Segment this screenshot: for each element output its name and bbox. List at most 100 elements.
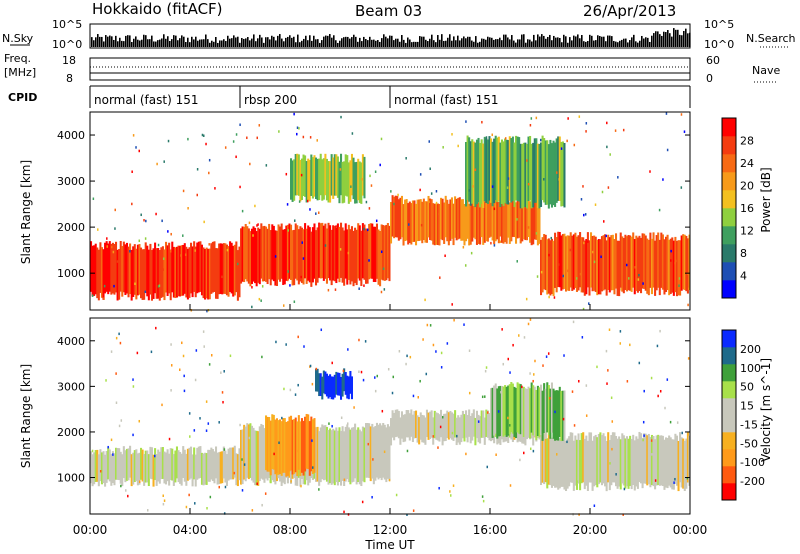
y-tick-label: 3000 bbox=[57, 175, 85, 188]
nsky-bar bbox=[411, 42, 413, 47]
heatmap-cell bbox=[210, 243, 213, 294]
heatmap-cell bbox=[575, 439, 578, 490]
heatmap-cell bbox=[143, 249, 146, 300]
heatmap-cell bbox=[305, 228, 308, 284]
nsky-bar bbox=[377, 40, 379, 47]
heatmap-speckle bbox=[194, 378, 197, 382]
nsky-bar bbox=[409, 39, 411, 47]
heatmap-speckle bbox=[435, 201, 438, 205]
nsky-bar bbox=[295, 42, 297, 47]
heatmap-cell bbox=[558, 386, 561, 437]
nsky-bar bbox=[135, 36, 137, 47]
nsky-bar bbox=[359, 37, 361, 47]
heatmap-speckle bbox=[110, 438, 113, 442]
heatmap-cell bbox=[213, 451, 216, 484]
heatmap-cell bbox=[622, 237, 625, 294]
heatmap-cell bbox=[160, 247, 163, 298]
heatmap-speckle bbox=[481, 120, 483, 124]
heatmap-speckle bbox=[419, 173, 422, 176]
heatmap-speckle bbox=[222, 400, 224, 404]
heatmap-cell bbox=[555, 138, 558, 203]
heatmap-cell bbox=[229, 447, 232, 480]
heatmap-cell bbox=[221, 243, 224, 295]
heatmap-cell bbox=[99, 242, 102, 293]
heatmap-speckle bbox=[428, 200, 430, 203]
heatmap-cell bbox=[211, 449, 214, 481]
heatmap-cell bbox=[386, 223, 389, 279]
heatmap-cell bbox=[474, 197, 477, 240]
heatmap-cell bbox=[550, 238, 553, 295]
heatmap-speckle bbox=[444, 254, 446, 258]
heatmap-cell bbox=[174, 450, 177, 483]
heatmap-speckle bbox=[669, 420, 672, 424]
heatmap-speckle bbox=[196, 193, 198, 197]
heatmap-speckle bbox=[351, 132, 354, 135]
heatmap-cell bbox=[555, 437, 558, 488]
colorbar-frame bbox=[721, 329, 737, 501]
heatmap-speckle bbox=[573, 143, 576, 147]
heatmap-speckle bbox=[659, 389, 662, 393]
heatmap-speckle bbox=[470, 251, 473, 255]
heatmap-cell bbox=[500, 385, 503, 437]
heatmap-speckle bbox=[397, 193, 399, 197]
nsky-bar bbox=[141, 39, 143, 47]
heatmap-cell bbox=[132, 452, 135, 485]
heatmap-speckle bbox=[162, 494, 164, 497]
nsky-bar bbox=[513, 40, 515, 47]
heatmap-cell bbox=[532, 385, 535, 436]
y-tick-label: 4000 bbox=[57, 335, 85, 348]
heatmap-cell bbox=[525, 198, 528, 241]
heatmap-cell bbox=[230, 242, 233, 294]
heatmap-cell bbox=[519, 201, 522, 244]
heatmap-speckle bbox=[518, 334, 520, 337]
nsky-bar bbox=[255, 41, 257, 47]
heatmap-speckle bbox=[157, 285, 160, 288]
heatmap-cell bbox=[315, 230, 318, 286]
heatmap-speckle bbox=[502, 362, 505, 366]
heatmap-speckle bbox=[472, 185, 474, 188]
nsky-bar bbox=[313, 35, 315, 47]
nsky-bar bbox=[663, 31, 665, 47]
heatmap-cell bbox=[330, 154, 333, 196]
nsky-bar bbox=[153, 41, 155, 47]
heatmap-cell bbox=[316, 426, 319, 482]
heatmap-cell bbox=[330, 229, 333, 286]
nsky-bar bbox=[425, 39, 427, 47]
heatmap-cell bbox=[402, 204, 405, 246]
heatmap-speckle bbox=[380, 137, 383, 141]
heatmap-cell bbox=[552, 388, 555, 439]
heatmap-cell bbox=[535, 198, 538, 240]
heatmap-cell bbox=[468, 137, 471, 202]
nsky-bar bbox=[291, 37, 293, 47]
heatmap-speckle bbox=[406, 513, 408, 516]
heatmap-speckle bbox=[134, 282, 136, 286]
heatmap-cell bbox=[563, 439, 566, 490]
heatmap-cell bbox=[440, 197, 443, 240]
heatmap-cell bbox=[661, 234, 664, 290]
heatmap-cell bbox=[646, 435, 649, 486]
heatmap-cell bbox=[650, 434, 653, 486]
heatmap-speckle bbox=[634, 266, 636, 269]
nsky-bar bbox=[535, 40, 537, 47]
heatmap-cell bbox=[410, 203, 413, 245]
heatmap-cell bbox=[594, 434, 597, 486]
nsky-bar bbox=[433, 40, 435, 47]
heatmap-speckle bbox=[223, 448, 226, 451]
heatmap-cell bbox=[591, 235, 594, 292]
x-tick-label: 20:00 bbox=[573, 523, 608, 537]
heatmap-cell bbox=[611, 234, 614, 291]
heatmap-speckle bbox=[375, 219, 378, 223]
heatmap-cell bbox=[266, 416, 269, 472]
nsky-bar bbox=[177, 40, 179, 47]
heatmap-cell bbox=[660, 232, 663, 288]
heatmap-cell bbox=[366, 228, 369, 284]
cpid-segment-label: normal (fast) 151 bbox=[94, 93, 198, 107]
heatmap-speckle bbox=[657, 394, 659, 398]
heatmap-cell bbox=[357, 158, 360, 201]
nsky-bar bbox=[397, 38, 399, 47]
nsky-bar bbox=[559, 37, 561, 47]
heatmap-cell bbox=[546, 438, 549, 489]
nsky-bar bbox=[379, 41, 381, 47]
heatmap-cell bbox=[438, 414, 441, 442]
heatmap-speckle bbox=[398, 349, 401, 353]
